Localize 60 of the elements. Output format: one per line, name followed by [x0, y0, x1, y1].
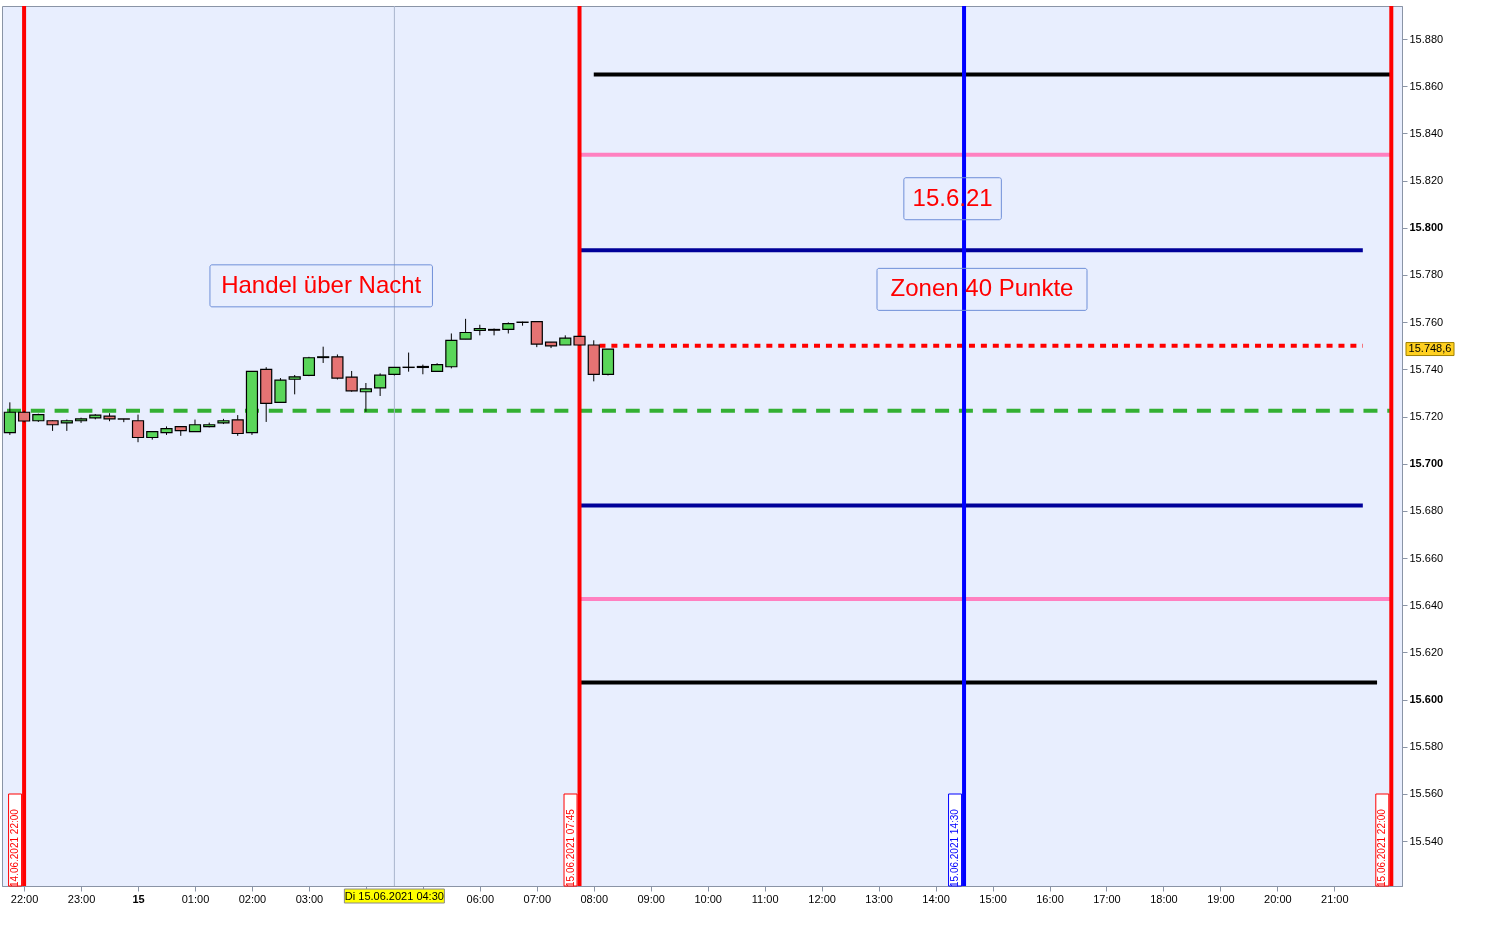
x-tick-label: 15:00 — [979, 892, 1007, 905]
y-tick-label: 15.660 — [1409, 551, 1444, 564]
x-tick-label: 23:00 — [67, 892, 96, 905]
x-tick-label: 19:00 — [1207, 892, 1235, 905]
x-tick-label: 21:00 — [1321, 892, 1349, 905]
y-tick-label: 15.600 — [1409, 693, 1444, 706]
x-tick-label: 07:00 — [523, 892, 552, 905]
x-tick-label: 17:00 — [1093, 892, 1121, 905]
x-tick-label: 12:00 — [808, 892, 836, 905]
x-tick-label: 16:00 — [1036, 892, 1064, 905]
candlestick — [359, 382, 372, 413]
candlestick — [331, 353, 344, 380]
x-tick-label: 13:00 — [865, 892, 893, 905]
ref-line-label: 15.06.2021 22:00 — [1376, 808, 1388, 887]
y-tick-label: 15.560 — [1409, 787, 1444, 800]
x-tick-label: 11:00 — [751, 892, 779, 905]
y-tick-label: 15.780 — [1409, 268, 1444, 281]
y-tick-label: 15.740 — [1409, 362, 1444, 375]
x-tick-label: 22:00 — [10, 892, 39, 905]
candlestick — [3, 401, 16, 436]
y-tick-label: 15.840 — [1409, 126, 1444, 139]
y-tick-label: 15.720 — [1409, 410, 1444, 423]
candlestick — [530, 321, 543, 348]
x-tick-label: 18:00 — [1150, 892, 1178, 905]
x-tick-label: 02:00 — [238, 892, 267, 905]
y-tick-label: 15.640 — [1409, 598, 1444, 611]
y-tick-label: 15.620 — [1409, 645, 1444, 658]
y-tick-label: 15.800 — [1409, 221, 1444, 234]
y-tick-label: 15.760 — [1409, 315, 1444, 328]
x-tick-label: 03:00 — [295, 892, 324, 905]
y-tick-label: 15.860 — [1409, 79, 1444, 92]
annotation: Handel über Nacht — [221, 270, 422, 298]
x-tick-label: 01:00 — [181, 892, 210, 905]
ref-line-label: 14.06.2021 22:00 — [9, 808, 21, 887]
candlestick — [374, 372, 387, 397]
ref-line-label: Di 15.06.2021 04:30 — [344, 890, 444, 902]
candlestick — [288, 374, 301, 395]
y-tick-label: 15.820 — [1409, 174, 1444, 187]
y-tick-label: 15.880 — [1409, 32, 1444, 45]
y-tick-label: 15.580 — [1409, 740, 1444, 753]
candlestick — [274, 377, 287, 404]
candlestick — [487, 328, 501, 336]
x-tick-label: 15 — [132, 892, 145, 905]
candlestick — [459, 318, 472, 340]
x-tick-label: 10:00 — [694, 892, 722, 905]
x-tick-label: 14:00 — [922, 892, 950, 905]
candlestick — [131, 414, 145, 443]
x-tick-label: 08:00 — [580, 892, 609, 905]
text: 15.748,6 — [1408, 342, 1452, 355]
x-tick-label: 09:00 — [637, 892, 665, 905]
y-tick-label: 15.680 — [1409, 504, 1444, 517]
candlestick — [231, 414, 244, 437]
x-tick-label: 20:00 — [1264, 892, 1292, 905]
ref-line-label: 15.06.2021 07:45 — [564, 808, 576, 887]
x-tick-label: 06:00 — [466, 892, 495, 905]
y-tick-label: 15.540 — [1409, 834, 1444, 847]
y-tick-label: 15.700 — [1409, 457, 1444, 470]
ref-line-label: 15.06.2021 14:30 — [949, 808, 961, 887]
candlestick — [416, 364, 429, 375]
candlestick — [345, 370, 358, 393]
